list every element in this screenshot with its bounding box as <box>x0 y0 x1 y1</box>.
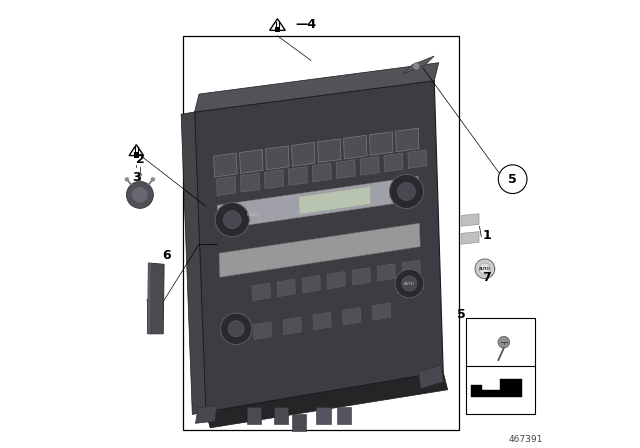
Polygon shape <box>408 150 427 168</box>
Text: 5: 5 <box>457 308 466 322</box>
Polygon shape <box>288 167 307 185</box>
Text: —4: —4 <box>296 18 317 31</box>
Polygon shape <box>336 160 355 179</box>
Circle shape <box>402 276 417 291</box>
FancyBboxPatch shape <box>274 407 288 424</box>
Circle shape <box>499 165 527 194</box>
Polygon shape <box>252 283 270 301</box>
Polygon shape <box>313 312 332 330</box>
Circle shape <box>125 177 129 182</box>
Polygon shape <box>283 317 301 335</box>
Polygon shape <box>403 56 435 74</box>
Polygon shape <box>377 264 396 281</box>
Polygon shape <box>360 156 380 175</box>
Circle shape <box>215 202 249 237</box>
Circle shape <box>221 313 252 345</box>
Bar <box>134 152 139 158</box>
Text: 6: 6 <box>162 249 170 262</box>
Circle shape <box>138 172 142 177</box>
Polygon shape <box>277 279 296 297</box>
Circle shape <box>475 259 495 279</box>
Polygon shape <box>461 214 479 226</box>
Polygon shape <box>217 177 419 229</box>
Polygon shape <box>241 173 260 192</box>
Polygon shape <box>327 271 346 289</box>
Polygon shape <box>352 267 371 285</box>
Text: 467391: 467391 <box>509 435 543 444</box>
Text: MODE: MODE <box>246 213 260 217</box>
Polygon shape <box>219 223 420 277</box>
Bar <box>275 27 280 32</box>
Text: 3: 3 <box>132 171 141 184</box>
Polygon shape <box>292 142 315 166</box>
Polygon shape <box>342 307 361 325</box>
Polygon shape <box>384 153 403 172</box>
Polygon shape <box>402 260 420 277</box>
Text: 5: 5 <box>508 172 517 186</box>
Polygon shape <box>396 128 419 152</box>
Polygon shape <box>195 405 217 423</box>
Polygon shape <box>369 132 393 155</box>
Polygon shape <box>148 263 150 334</box>
Circle shape <box>127 181 154 208</box>
Text: AUTO: AUTO <box>479 267 491 271</box>
Polygon shape <box>299 186 371 215</box>
Polygon shape <box>419 365 443 388</box>
Polygon shape <box>216 177 236 195</box>
Circle shape <box>223 211 241 228</box>
Polygon shape <box>266 146 289 170</box>
Polygon shape <box>264 170 284 189</box>
FancyBboxPatch shape <box>337 407 351 424</box>
Circle shape <box>397 182 415 200</box>
Polygon shape <box>344 135 367 159</box>
Polygon shape <box>214 153 237 177</box>
Polygon shape <box>471 379 522 397</box>
Circle shape <box>389 174 424 208</box>
Polygon shape <box>206 372 448 428</box>
Text: AUTO: AUTO <box>404 281 415 285</box>
Circle shape <box>395 269 424 298</box>
Polygon shape <box>253 322 272 340</box>
FancyBboxPatch shape <box>292 414 306 431</box>
Polygon shape <box>195 63 439 112</box>
Text: 1: 1 <box>482 228 491 242</box>
Circle shape <box>413 63 420 70</box>
Polygon shape <box>239 150 263 173</box>
Polygon shape <box>302 276 321 293</box>
Polygon shape <box>317 139 341 163</box>
Polygon shape <box>312 163 332 182</box>
Polygon shape <box>148 263 164 334</box>
Polygon shape <box>195 81 443 412</box>
Circle shape <box>228 321 244 337</box>
Polygon shape <box>461 232 479 244</box>
Text: 7: 7 <box>482 271 491 284</box>
FancyBboxPatch shape <box>316 407 331 424</box>
Text: 2: 2 <box>136 153 144 166</box>
Circle shape <box>150 177 155 182</box>
FancyBboxPatch shape <box>184 36 459 430</box>
Circle shape <box>479 263 491 275</box>
Polygon shape <box>372 303 390 320</box>
Polygon shape <box>181 112 206 414</box>
FancyBboxPatch shape <box>466 318 535 414</box>
Circle shape <box>498 336 509 348</box>
Circle shape <box>132 187 148 203</box>
FancyBboxPatch shape <box>247 407 261 424</box>
